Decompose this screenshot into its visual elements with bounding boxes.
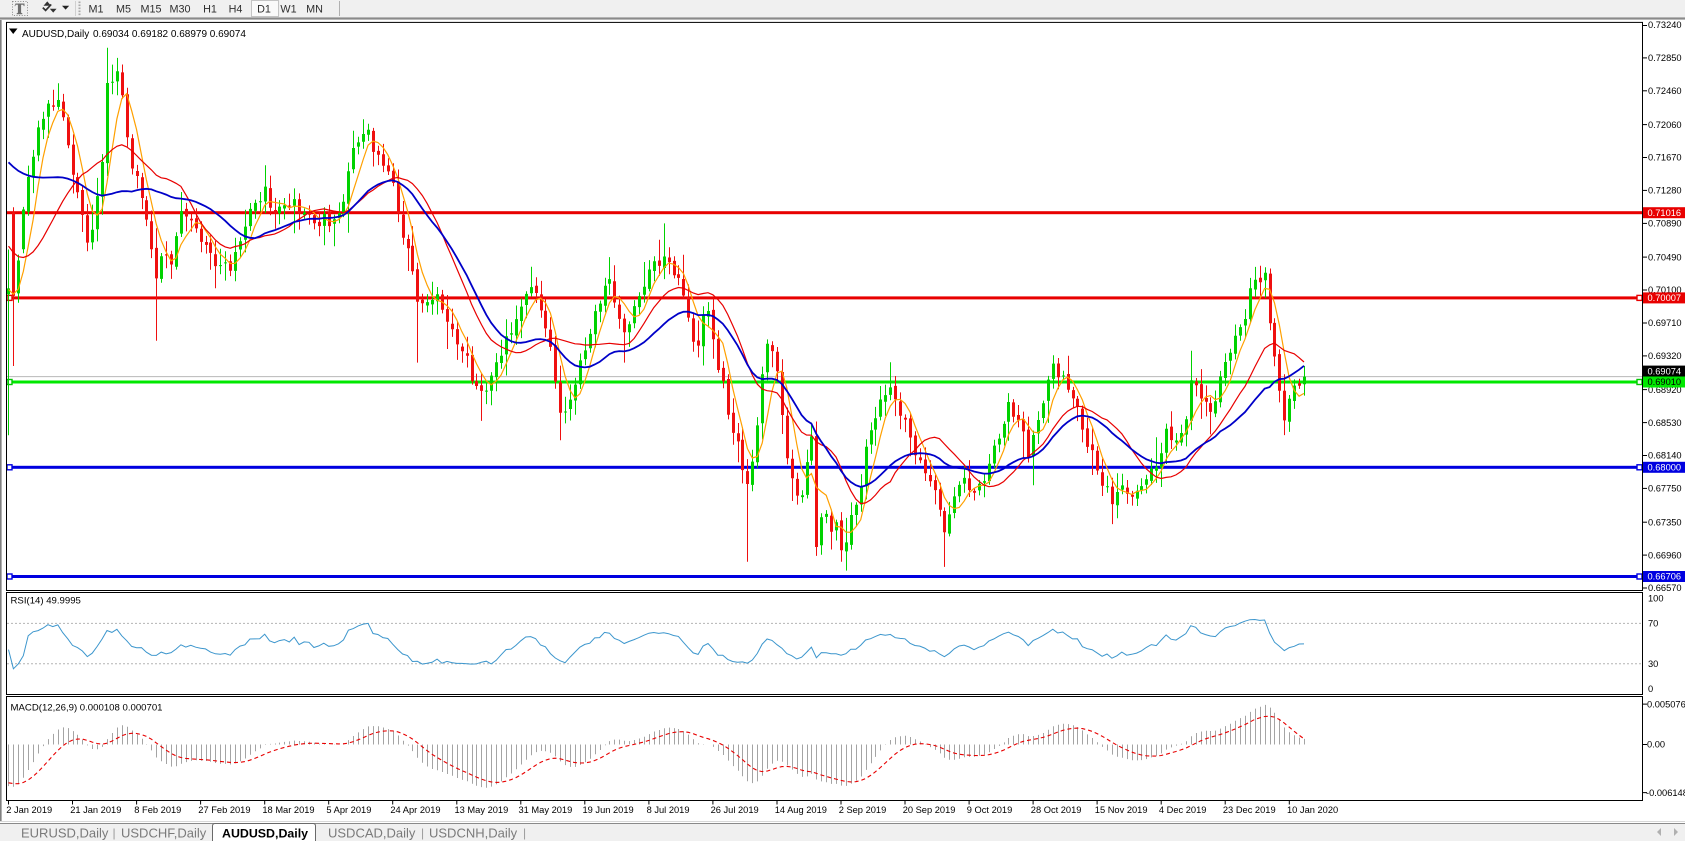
svg-text:4 Dec 2019: 4 Dec 2019 bbox=[1159, 805, 1207, 815]
svg-text:28 Oct 2019: 28 Oct 2019 bbox=[1031, 805, 1082, 815]
svg-text:21 Jan 2019: 21 Jan 2019 bbox=[70, 805, 121, 815]
svg-text:0.70890: 0.70890 bbox=[1648, 219, 1682, 229]
svg-text:0.71280: 0.71280 bbox=[1648, 186, 1682, 196]
svg-text:0: 0 bbox=[1648, 684, 1653, 694]
svg-text:M15: M15 bbox=[140, 4, 161, 16]
svg-text:24 Apr 2019: 24 Apr 2019 bbox=[390, 805, 440, 815]
svg-text:14 Aug 2019: 14 Aug 2019 bbox=[775, 805, 827, 815]
svg-text:23 Dec 2019: 23 Dec 2019 bbox=[1223, 805, 1276, 815]
svg-text:0.69010: 0.69010 bbox=[1648, 377, 1682, 387]
svg-text:0.69320: 0.69320 bbox=[1648, 351, 1682, 361]
svg-text:0.68000: 0.68000 bbox=[1648, 463, 1682, 473]
svg-text:2 Jan 2019: 2 Jan 2019 bbox=[6, 805, 52, 815]
svg-text:M1: M1 bbox=[89, 4, 104, 16]
svg-text:|: | bbox=[113, 826, 116, 840]
svg-text:|: | bbox=[421, 826, 424, 840]
svg-text:0.69710: 0.69710 bbox=[1648, 318, 1682, 328]
svg-text:0.70100: 0.70100 bbox=[1648, 285, 1682, 295]
svg-text:100: 100 bbox=[1648, 594, 1664, 604]
svg-text:EURUSD,Daily: EURUSD,Daily bbox=[21, 826, 109, 841]
svg-text:-0.006148: -0.006148 bbox=[1646, 788, 1685, 798]
svg-text:10 Jan 2020: 10 Jan 2020 bbox=[1287, 805, 1338, 815]
svg-text:M30: M30 bbox=[169, 4, 190, 16]
svg-text:0.72460: 0.72460 bbox=[1648, 86, 1682, 96]
svg-text:0.72850: 0.72850 bbox=[1648, 53, 1682, 63]
svg-text:0.72060: 0.72060 bbox=[1648, 120, 1682, 130]
svg-text:0.70007: 0.70007 bbox=[1648, 293, 1682, 303]
svg-text:2 Sep 2019: 2 Sep 2019 bbox=[839, 805, 887, 815]
svg-text:M5: M5 bbox=[116, 4, 131, 16]
svg-text:0.66570: 0.66570 bbox=[1648, 583, 1682, 593]
svg-text:0.69034 0.69182 0.68979 0.6907: 0.69034 0.69182 0.68979 0.69074 bbox=[93, 29, 246, 40]
svg-text:0.68530: 0.68530 bbox=[1648, 418, 1682, 428]
svg-text:RSI(14) 49.9995: RSI(14) 49.9995 bbox=[11, 596, 81, 607]
svg-text:USDCNH,Daily: USDCNH,Daily bbox=[429, 826, 518, 841]
svg-text:USDCHF,Daily: USDCHF,Daily bbox=[121, 826, 207, 841]
svg-text:MN: MN bbox=[306, 4, 323, 16]
svg-text:0.68140: 0.68140 bbox=[1648, 451, 1682, 461]
svg-text:AUDUSD,Daily: AUDUSD,Daily bbox=[222, 827, 308, 841]
svg-text:0.66960: 0.66960 bbox=[1648, 550, 1682, 560]
svg-text:30: 30 bbox=[1648, 659, 1658, 669]
svg-text:0.70490: 0.70490 bbox=[1648, 252, 1682, 262]
svg-text:0.73240: 0.73240 bbox=[1648, 20, 1682, 30]
svg-text:8 Feb 2019: 8 Feb 2019 bbox=[134, 805, 181, 815]
svg-text:0.68920: 0.68920 bbox=[1648, 385, 1682, 395]
svg-text:19 Jun 2019: 19 Jun 2019 bbox=[583, 805, 634, 815]
svg-text:9 Oct 2019: 9 Oct 2019 bbox=[967, 805, 1012, 815]
svg-text:W1: W1 bbox=[280, 4, 296, 16]
svg-text:H1: H1 bbox=[203, 4, 217, 16]
svg-text:31 May 2019: 31 May 2019 bbox=[519, 805, 573, 815]
svg-text:0.66706: 0.66706 bbox=[1648, 572, 1682, 582]
svg-text:0.00: 0.00 bbox=[1647, 740, 1665, 750]
svg-text:D1: D1 bbox=[257, 4, 271, 16]
svg-text:AUDUSD,Daily: AUDUSD,Daily bbox=[22, 29, 89, 40]
svg-text:8 Jul 2019: 8 Jul 2019 bbox=[647, 805, 690, 815]
svg-text:USDCAD,Daily: USDCAD,Daily bbox=[328, 826, 416, 841]
svg-text:|: | bbox=[523, 826, 526, 840]
svg-text:18 Mar 2019: 18 Mar 2019 bbox=[262, 805, 314, 815]
svg-text:0.67750: 0.67750 bbox=[1648, 484, 1682, 494]
svg-text:5 Apr 2019: 5 Apr 2019 bbox=[326, 805, 371, 815]
svg-text:0.67350: 0.67350 bbox=[1648, 517, 1682, 527]
svg-text:13 May 2019: 13 May 2019 bbox=[455, 805, 509, 815]
svg-text:H4: H4 bbox=[229, 4, 243, 16]
svg-text:15 Nov 2019: 15 Nov 2019 bbox=[1095, 805, 1148, 815]
svg-text:MACD(12,26,9) 0.000108 0.00070: MACD(12,26,9) 0.000108 0.000701 bbox=[11, 703, 163, 714]
svg-text:27 Feb 2019: 27 Feb 2019 bbox=[198, 805, 250, 815]
svg-text:0.69074: 0.69074 bbox=[1648, 366, 1682, 376]
svg-text:0.005076: 0.005076 bbox=[1647, 699, 1685, 709]
svg-text:26 Jul 2019: 26 Jul 2019 bbox=[711, 805, 759, 815]
svg-text:70: 70 bbox=[1648, 619, 1658, 629]
svg-text:20 Sep 2019: 20 Sep 2019 bbox=[903, 805, 956, 815]
svg-text:0.71016: 0.71016 bbox=[1648, 208, 1682, 218]
svg-text:0.71670: 0.71670 bbox=[1648, 153, 1682, 163]
